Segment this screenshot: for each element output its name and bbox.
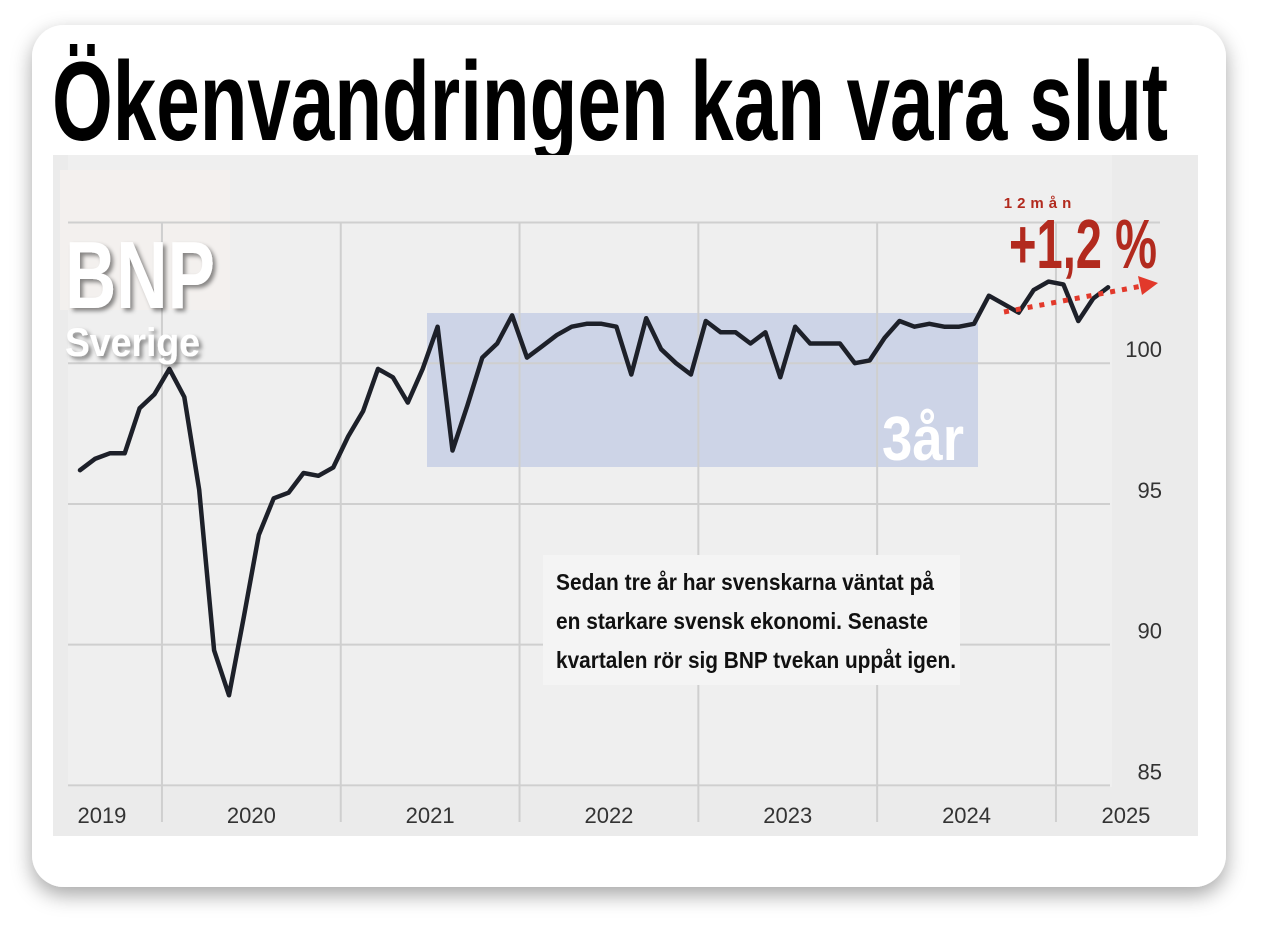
trend-arrowhead: [1138, 276, 1158, 295]
x-tick-label: 2019: [77, 803, 126, 828]
x-tick-label: 2024: [942, 803, 991, 828]
annotation-line: Sedan tre år har svenskarna väntat på: [556, 569, 934, 595]
y-tick-label: 85: [1138, 759, 1162, 784]
annotation-box: [543, 555, 960, 685]
trend-label: +1,2 %: [1009, 205, 1157, 283]
series-line: [77, 279, 1111, 698]
x-tick-label: 2020: [227, 803, 276, 828]
title: Ökenvandringen kan vara slut: [52, 39, 1168, 164]
subtitle: BNP: [65, 222, 215, 329]
x-tick-label: 2023: [763, 803, 812, 828]
y-tick-label: 90: [1138, 619, 1162, 644]
highlight-label: 3år: [882, 405, 964, 474]
x-tick-label: 2021: [406, 803, 455, 828]
y-tick-label: 95: [1138, 478, 1162, 503]
trend-period: 12mån: [1004, 195, 1077, 212]
y-tick-label: 100: [1125, 337, 1162, 362]
x-tick-label: 2022: [584, 803, 633, 828]
label-panel: [60, 170, 230, 310]
x-tick-label: 2025: [1101, 803, 1150, 828]
annotation-line: en starkare svensk ekonomi. Senaste: [556, 608, 928, 634]
annotation-line: kvartalen rör sig BNP tvekan uppåt igen.: [556, 647, 956, 673]
region: Sverige: [65, 321, 200, 365]
